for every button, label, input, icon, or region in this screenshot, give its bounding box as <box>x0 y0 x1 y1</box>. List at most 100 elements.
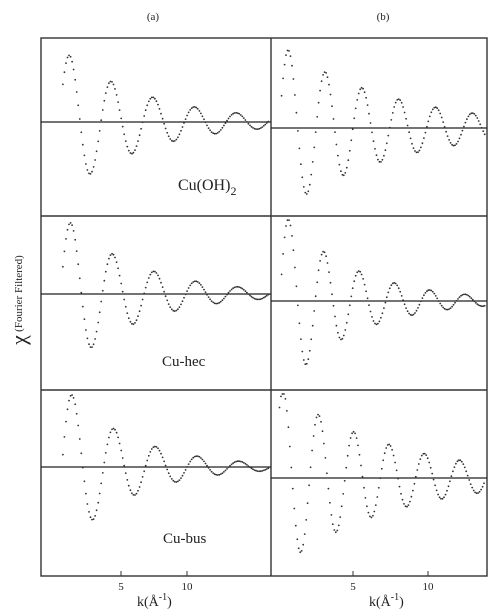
data-point <box>207 127 210 129</box>
data-point <box>189 460 192 463</box>
data-point <box>283 393 285 395</box>
data-point <box>428 289 431 291</box>
data-point <box>321 430 324 433</box>
data-point <box>331 293 333 296</box>
data-point <box>203 118 205 121</box>
data-point <box>216 302 219 305</box>
data-point <box>101 472 104 474</box>
data-point <box>181 300 184 303</box>
data-point <box>252 468 254 471</box>
data-point <box>97 140 100 143</box>
data-point <box>394 101 397 104</box>
data-point <box>363 486 365 489</box>
data-point <box>384 301 387 304</box>
data-point <box>94 515 96 517</box>
data-point <box>449 480 451 483</box>
data-point <box>361 475 364 478</box>
data-point <box>85 492 87 495</box>
data-point <box>158 277 161 280</box>
data-point <box>184 469 187 471</box>
data-point <box>244 290 247 293</box>
data-point <box>235 286 238 288</box>
data-point <box>190 107 193 109</box>
data-point <box>454 144 456 147</box>
data-point <box>483 304 486 307</box>
data-point <box>226 293 228 296</box>
data-point <box>109 431 112 434</box>
data-point <box>413 482 416 485</box>
data-point <box>336 529 339 532</box>
data-point <box>305 519 308 521</box>
data-point <box>412 313 415 316</box>
data-point <box>86 169 89 171</box>
data-point <box>363 91 366 94</box>
data-point <box>152 446 155 449</box>
data-point <box>369 122 372 124</box>
data-point <box>360 86 363 89</box>
data-point <box>68 223 70 226</box>
data-point <box>402 106 404 108</box>
data-point <box>445 130 447 133</box>
data-point <box>442 121 445 123</box>
data-point <box>302 543 305 546</box>
data-point <box>407 504 410 506</box>
data-point <box>131 492 133 495</box>
data-point <box>422 452 425 455</box>
data-point <box>140 127 143 130</box>
data-point <box>103 99 106 102</box>
data-point <box>215 473 218 476</box>
data-point <box>172 309 175 312</box>
data-point <box>368 304 370 307</box>
data-point <box>403 503 405 505</box>
data-point <box>451 143 453 146</box>
data-point <box>177 308 179 311</box>
data-point <box>453 466 456 468</box>
data-point <box>387 291 390 294</box>
data-point <box>163 122 166 125</box>
data-point <box>432 478 435 481</box>
data-point <box>221 299 224 302</box>
data-point <box>372 320 375 322</box>
data-point <box>227 291 230 294</box>
data-point <box>227 117 230 120</box>
data-point <box>196 108 199 110</box>
data-point <box>459 459 462 462</box>
data-point <box>448 139 450 141</box>
data-point <box>193 106 196 108</box>
data-point <box>154 270 156 273</box>
data-point <box>69 55 72 58</box>
data-point <box>255 469 257 472</box>
data-point <box>81 305 84 308</box>
data-point <box>117 101 119 103</box>
data-point <box>399 99 402 101</box>
data-point <box>223 471 225 473</box>
data-point <box>163 460 166 463</box>
data-point <box>474 301 477 304</box>
data-point <box>104 452 107 454</box>
data-point <box>78 118 81 120</box>
data-point <box>326 262 329 264</box>
data-point <box>436 297 439 300</box>
data-point <box>126 312 129 314</box>
data-point <box>284 398 287 400</box>
data-point <box>124 472 127 474</box>
data-point <box>247 293 250 295</box>
data-point <box>378 160 381 163</box>
data-point <box>183 472 185 474</box>
data-point <box>392 454 395 457</box>
data-point <box>403 111 406 114</box>
data-point <box>232 287 235 290</box>
data-point <box>172 140 175 143</box>
data-point <box>400 492 402 495</box>
data-point <box>121 125 124 128</box>
data-point <box>282 253 284 255</box>
data-point <box>189 109 192 111</box>
data-point <box>173 140 176 142</box>
data-point <box>246 291 248 294</box>
data-point <box>98 492 101 495</box>
ylabel-note: (Fourier Filtered) <box>13 255 25 332</box>
data-point <box>137 489 139 492</box>
data-point <box>68 54 70 57</box>
data-point <box>393 281 396 284</box>
data-point <box>302 359 305 361</box>
